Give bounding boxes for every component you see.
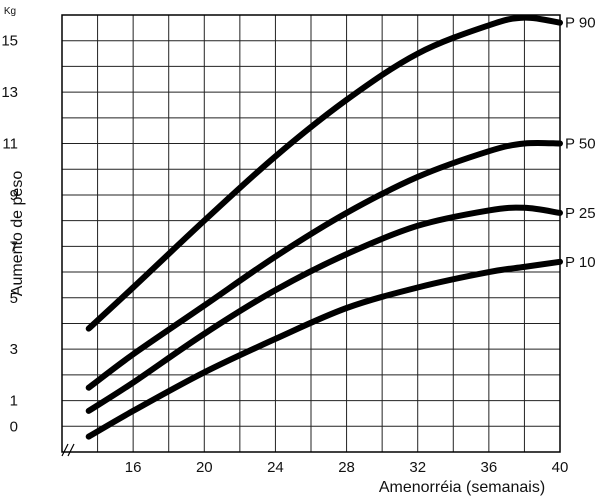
series-label-p50: P 50 [565, 136, 596, 153]
x-tick-label: 24 [267, 459, 284, 476]
series-label-p90: P 90 [565, 15, 596, 32]
x-axis-title: Amenorréia (semanais) [379, 479, 545, 496]
y-tick-label: 3 [10, 341, 18, 358]
chart-series [85, 14, 563, 440]
series-line-p10 [85, 258, 563, 440]
chart-axes [61, 14, 561, 457]
x-tick-label: 20 [196, 459, 213, 476]
y-tick-label: 0 [10, 418, 18, 435]
x-tick-label: 28 [338, 459, 355, 476]
plot-frame [61, 14, 561, 453]
x-tick-label: 40 [552, 459, 569, 476]
y-tick-label: 13 [1, 84, 18, 101]
axis-break-mark [67, 443, 75, 457]
y-tick-label: 11 [2, 136, 18, 153]
y-tick-label: 15 [1, 33, 18, 50]
x-tick-label: 16 [125, 459, 142, 476]
series-line-p50 [85, 139, 563, 391]
series-line-p25 [85, 204, 563, 414]
axis-break-mark [61, 443, 69, 457]
series-label-p10: P 10 [565, 254, 596, 271]
x-tick-label: 36 [481, 459, 498, 476]
y-tick-label: 1 [10, 393, 18, 410]
y-axis-title: Aumento de peso [9, 171, 26, 297]
x-tick-label: 32 [409, 459, 426, 476]
y-tick-label: 7 [10, 238, 18, 255]
y-unit-label: Kg [4, 6, 16, 17]
y-tick-label: 5 [10, 290, 18, 307]
y-tick-label: 9 [10, 187, 18, 204]
series-label-p25: P 25 [565, 205, 596, 222]
series-line-p90 [85, 14, 563, 332]
